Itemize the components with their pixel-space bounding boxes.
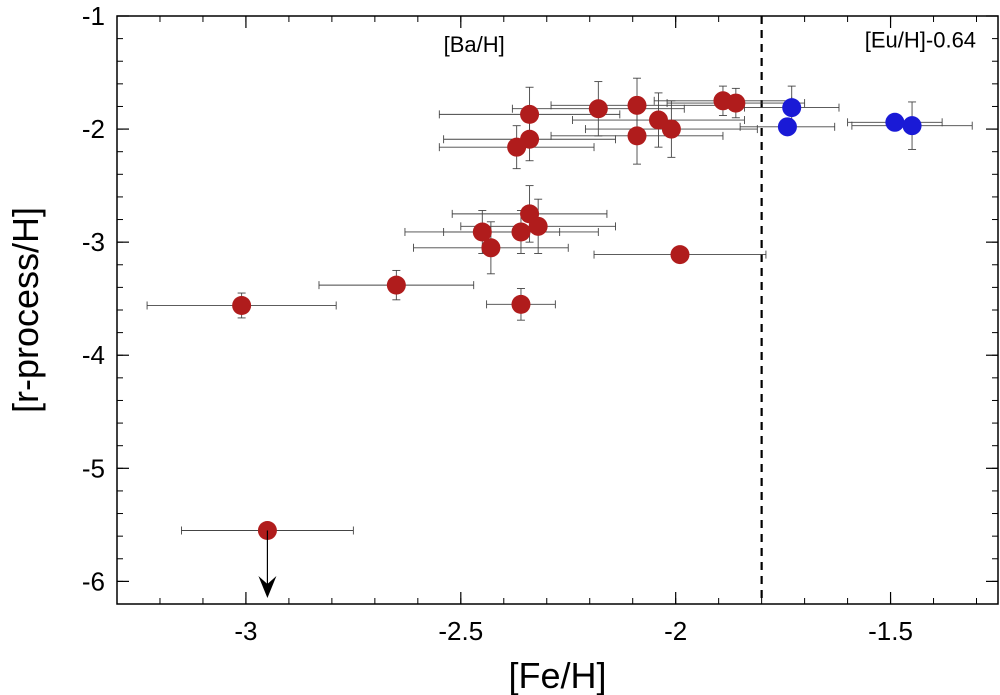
upper-limit-arrow-head: [258, 576, 277, 598]
annotation-eu-h: [Eu/H]-0.64: [865, 28, 976, 53]
error-bars: [146, 77, 973, 535]
data-points: [232, 91, 922, 540]
major-ticks: [117, 15, 998, 604]
data-point: [472, 222, 492, 242]
y-tick-labels: -1 -2 -3 -4 -5 -6: [82, 1, 105, 596]
data-point: [507, 137, 527, 157]
x-tick-label: -1.5: [868, 616, 913, 646]
data-point: [670, 245, 690, 265]
data-point: [481, 238, 501, 258]
annotation-ba-h: [Ba/H]: [444, 32, 505, 57]
y-tick-label: -2: [82, 114, 105, 144]
y-axis-label: [r-process/H]: [5, 207, 46, 413]
upper-limit-arrows: [258, 530, 277, 598]
data-point: [232, 295, 252, 315]
data-point: [511, 222, 531, 242]
y-tick-label: -3: [82, 227, 105, 257]
data-point: [777, 117, 797, 137]
data-point: [885, 112, 905, 132]
x-tick-labels: -3 -2.5 -2 -1.5: [234, 616, 913, 646]
data-point: [661, 119, 681, 139]
x-tick-label: -3: [234, 616, 257, 646]
data-point: [782, 98, 802, 118]
data-point: [726, 93, 746, 113]
y-tick-label: -5: [82, 453, 105, 483]
data-point: [627, 95, 647, 115]
data-point: [511, 294, 531, 314]
x-tick-label: -2.5: [438, 616, 483, 646]
x-axis-label: [Fe/H]: [508, 655, 606, 695]
data-point: [386, 275, 406, 295]
y-tick-label: -1: [82, 1, 105, 31]
x-tick-label: -2: [664, 616, 687, 646]
y-tick-label: -6: [82, 566, 105, 596]
data-point: [902, 116, 922, 136]
data-point: [627, 126, 647, 146]
data-point: [588, 99, 608, 119]
data-point: [528, 216, 548, 236]
data-point: [520, 104, 540, 124]
y-tick-label: -4: [82, 340, 105, 370]
